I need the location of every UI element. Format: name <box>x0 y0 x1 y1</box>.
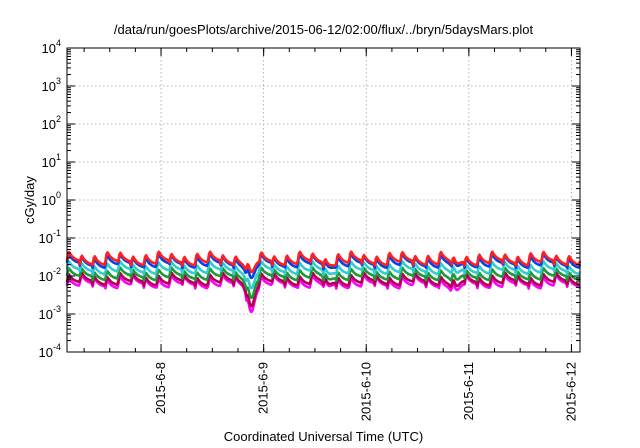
series-line <box>65 253 582 280</box>
x-tick-label: 2015-6-9 <box>256 362 271 414</box>
x-tick-label: 2015-6-12 <box>563 362 578 421</box>
y-axis-label: cGy/day <box>22 176 37 224</box>
series-line <box>65 250 582 274</box>
ticks: 10-4 10-3 10-2 10-1 100 101 102 103 104 2015-6-8 2… <box>39 38 580 421</box>
series-layer <box>65 250 582 314</box>
y-tick-label: 10-4 <box>39 342 61 360</box>
y-tick-label: 102 <box>42 114 61 132</box>
y-tick-label: 10-1 <box>39 228 61 246</box>
y-tick-label: 101 <box>42 152 61 170</box>
y-tick-label: 103 <box>42 76 61 94</box>
x-tick-label: 2015-6-8 <box>153 362 168 414</box>
x-tick-label: 2015-6-11 <box>461 362 476 420</box>
series-line <box>65 260 582 290</box>
grid <box>67 48 580 352</box>
y-tick-label: 104 <box>42 38 61 56</box>
y-tick-label: 10-2 <box>39 266 61 284</box>
y-tick-label: 10-3 <box>39 304 61 322</box>
x-tick-label: 2015-6-10 <box>358 362 373 421</box>
series-line <box>65 273 582 314</box>
series-line <box>65 266 581 300</box>
series-line <box>65 271 581 308</box>
chart-title: /data/run/goesPlots/archive/2015-06-12/0… <box>114 22 534 37</box>
y-tick-label: 100 <box>42 190 61 208</box>
x-axis-label: Coordinated Universal Time (UTC) <box>224 429 423 444</box>
